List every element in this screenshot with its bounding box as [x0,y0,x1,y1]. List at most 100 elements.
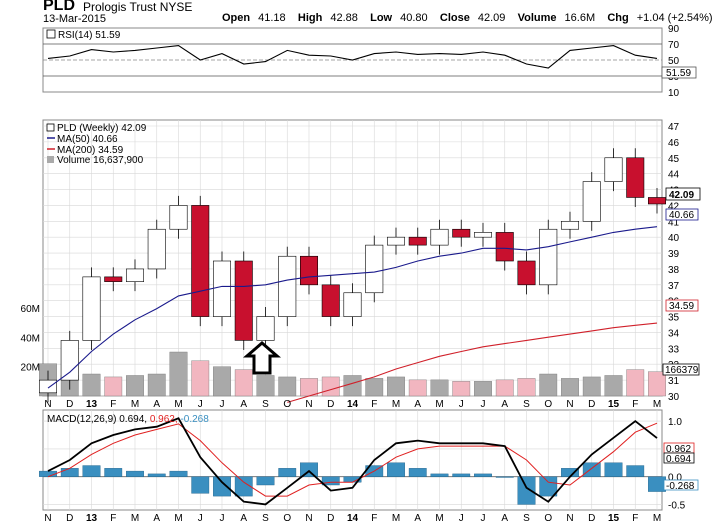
candle-body [604,157,623,182]
exchange-label: NYSE [159,0,193,14]
x-tick-label: D [588,399,595,410]
macd-hist-bar [234,476,253,497]
volume-bar [82,373,101,397]
volume-bar [213,366,231,397]
x-tick-label: J [220,399,225,410]
x-tick-label: M [435,513,443,524]
x-tick-label: S [262,513,269,524]
ticker-symbol: PLD [43,0,75,14]
candle-body [82,276,101,341]
volume-value: 16.6M [564,12,596,24]
volume-bar [234,369,253,397]
macd-hist-tag [663,479,699,491]
price-tick-40: 40 [668,233,680,244]
macd-legend-prefix: MACD(12,26,9) [47,414,116,425]
x-tick-label: M [131,513,139,524]
company-label: Prologis Trust [83,0,157,14]
x-axis-top: N D 13 F M A M J J A S O N D 14 F M A M J J A S O N D 15 F M [44,399,661,410]
volume-bar [452,381,471,397]
volume-bar [278,376,297,397]
volume-bar [365,378,384,397]
volume-bar [539,373,558,397]
candle-body [343,292,362,317]
x-tick-label: A [414,513,421,524]
macd-line [47,417,658,506]
volume-bar [126,375,144,397]
x-tick-label: F [632,513,638,524]
macd-legend-hist: -0.268 [180,414,209,425]
x-tick-label: F [371,399,377,410]
x-tick-label: N [566,399,573,410]
volume-bar [626,369,645,397]
x-tick-label: M [174,399,182,410]
ma50-tag [665,208,699,221]
open-label: Open [222,12,251,24]
price-tick-37: 37 [668,281,680,292]
candle-body [408,236,427,246]
x-tick-label: F [110,399,116,410]
volume-bars [39,351,666,397]
price-tick-38: 38 [668,265,680,276]
rsi-tick-90: 90 [668,24,680,35]
candle-body [126,268,145,282]
x-tick-label: 15 [608,513,620,524]
x-tick-label: M [653,399,661,410]
rsi-tick-50: 50 [668,56,680,67]
candle-body [365,244,384,294]
rsi-legend-icon [46,29,56,39]
price-tick-34: 34 [668,328,680,339]
ohlc-summary: Open 41.18 High 42.88 Low 40.80 Close 42.09 … [222,12,712,24]
x-tick-label: M [392,399,400,410]
candlesticks [38,148,666,403]
price-panel: 474645444342414039383736353433323130 60M… [21,119,701,403]
volume-bar [648,371,666,397]
x-tick-label: 15 [608,399,620,410]
candle-body [213,260,232,317]
x-tick-label: N [305,399,312,410]
macd-hist-bar [430,473,449,477]
candle-body [582,181,601,222]
x-tick-label: J [481,513,486,524]
macd-hist-bar [213,476,231,497]
price-legend-main: PLD (Weekly) 42.09 [57,123,147,134]
company-name: Prologis Trust NYSE [83,0,192,14]
chg-value: +1.04 (+2.54%) [636,12,712,24]
macd-hist-bar [104,468,123,477]
rsi-panel: 9070503010 RSI(14) 51.59 51.59 [42,24,697,99]
x-tick-label: O [544,513,552,524]
price-side-tags: 42.09 40.66 34.59 166379 [662,187,701,376]
candle-body [452,228,471,238]
volume-tag-value: 166379 [665,365,699,376]
x-tick-label: A [153,513,160,524]
x-tick-label: O [283,513,291,524]
price-legend: PLD (Weekly) 42.09 MA(50) 40.66 MA(200) … [46,123,147,166]
x-tick-label: O [544,399,552,410]
candle-body [38,379,57,394]
price-tick-30: 30 [668,392,680,403]
macd-hist-bar [604,462,623,477]
macd-histogram [39,462,666,505]
macd-panel: 1.00.50.0-0.5 MACD(12,26,9) 0.694, 0.962… [39,409,699,511]
volume-legend-swatch [47,156,54,163]
macd-tick--0.5: -0.5 [668,500,686,511]
x-tick-label: M [392,513,400,524]
volume-bar [321,376,340,397]
price-tick-47: 47 [668,122,680,133]
macd-legend: MACD(12,26,9) 0.694, 0.962, -0.268 [47,414,209,425]
x-tick-label: J [459,399,464,410]
x-tick-label: D [588,513,595,524]
macd-hist-bar [256,476,275,486]
candle-body [321,284,340,317]
ma200-tag-value: 34.59 [669,301,694,312]
x-tick-label: 13 [86,513,98,524]
rsi-line [47,45,658,69]
macd-hist-bar [300,462,318,477]
macd-legend-signal: 0.962, [150,414,178,425]
macd-hist-bar [452,473,471,477]
x-tick-label: D [327,399,334,410]
volume-bar [561,378,579,397]
volume-bar [104,376,123,397]
volume-bar [256,375,275,397]
x-tick-label: M [131,399,139,410]
x-tick-label: J [198,513,203,524]
